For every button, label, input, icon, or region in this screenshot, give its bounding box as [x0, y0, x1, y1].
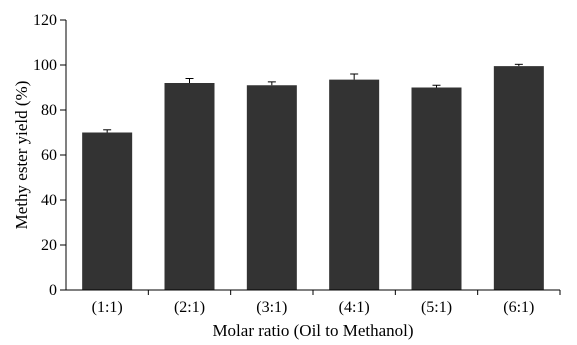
x-tick-label: (5:1) — [421, 299, 452, 316]
bar — [329, 79, 380, 290]
bar — [82, 132, 133, 290]
y-axis-title: Methy ester yield (%) — [12, 81, 31, 230]
y-tick-label: 100 — [33, 57, 57, 74]
y-tick-label: 80 — [41, 102, 57, 119]
error-bars-layer — [103, 63, 523, 133]
bar — [493, 66, 544, 290]
bars-layer — [82, 66, 544, 290]
x-axis-title: Molar ratio (Oil to Methanol) — [212, 321, 413, 340]
axes-layer — [65, 20, 560, 291]
x-tick-label: (6:1) — [503, 299, 534, 316]
y-tick-label: 120 — [33, 12, 57, 29]
y-tick-label: 20 — [41, 237, 57, 254]
y-tick-label: 40 — [41, 192, 57, 209]
bar — [411, 87, 462, 290]
y-tick-label: 60 — [41, 147, 57, 164]
x-tick-label: (3:1) — [256, 299, 287, 316]
error-bar — [185, 78, 194, 83]
error-bar — [432, 84, 441, 88]
error-bar — [514, 63, 523, 67]
bar — [246, 85, 297, 290]
error-bar — [267, 81, 276, 86]
bar — [164, 83, 215, 290]
y-ticks-layer: 0 20 40 60 80 100 120 — [33, 12, 66, 299]
x-tick-label: (4:1) — [339, 299, 370, 316]
x-ticks-layer: (1:1) (2:1) (3:1) (4:1) (5:1) (6:1) — [92, 290, 561, 316]
x-tick-label: (2:1) — [174, 299, 205, 316]
error-bar — [350, 73, 359, 80]
y-tick-label: 0 — [49, 282, 57, 299]
error-bar — [103, 129, 112, 133]
x-tick-label: (1:1) — [92, 299, 123, 316]
